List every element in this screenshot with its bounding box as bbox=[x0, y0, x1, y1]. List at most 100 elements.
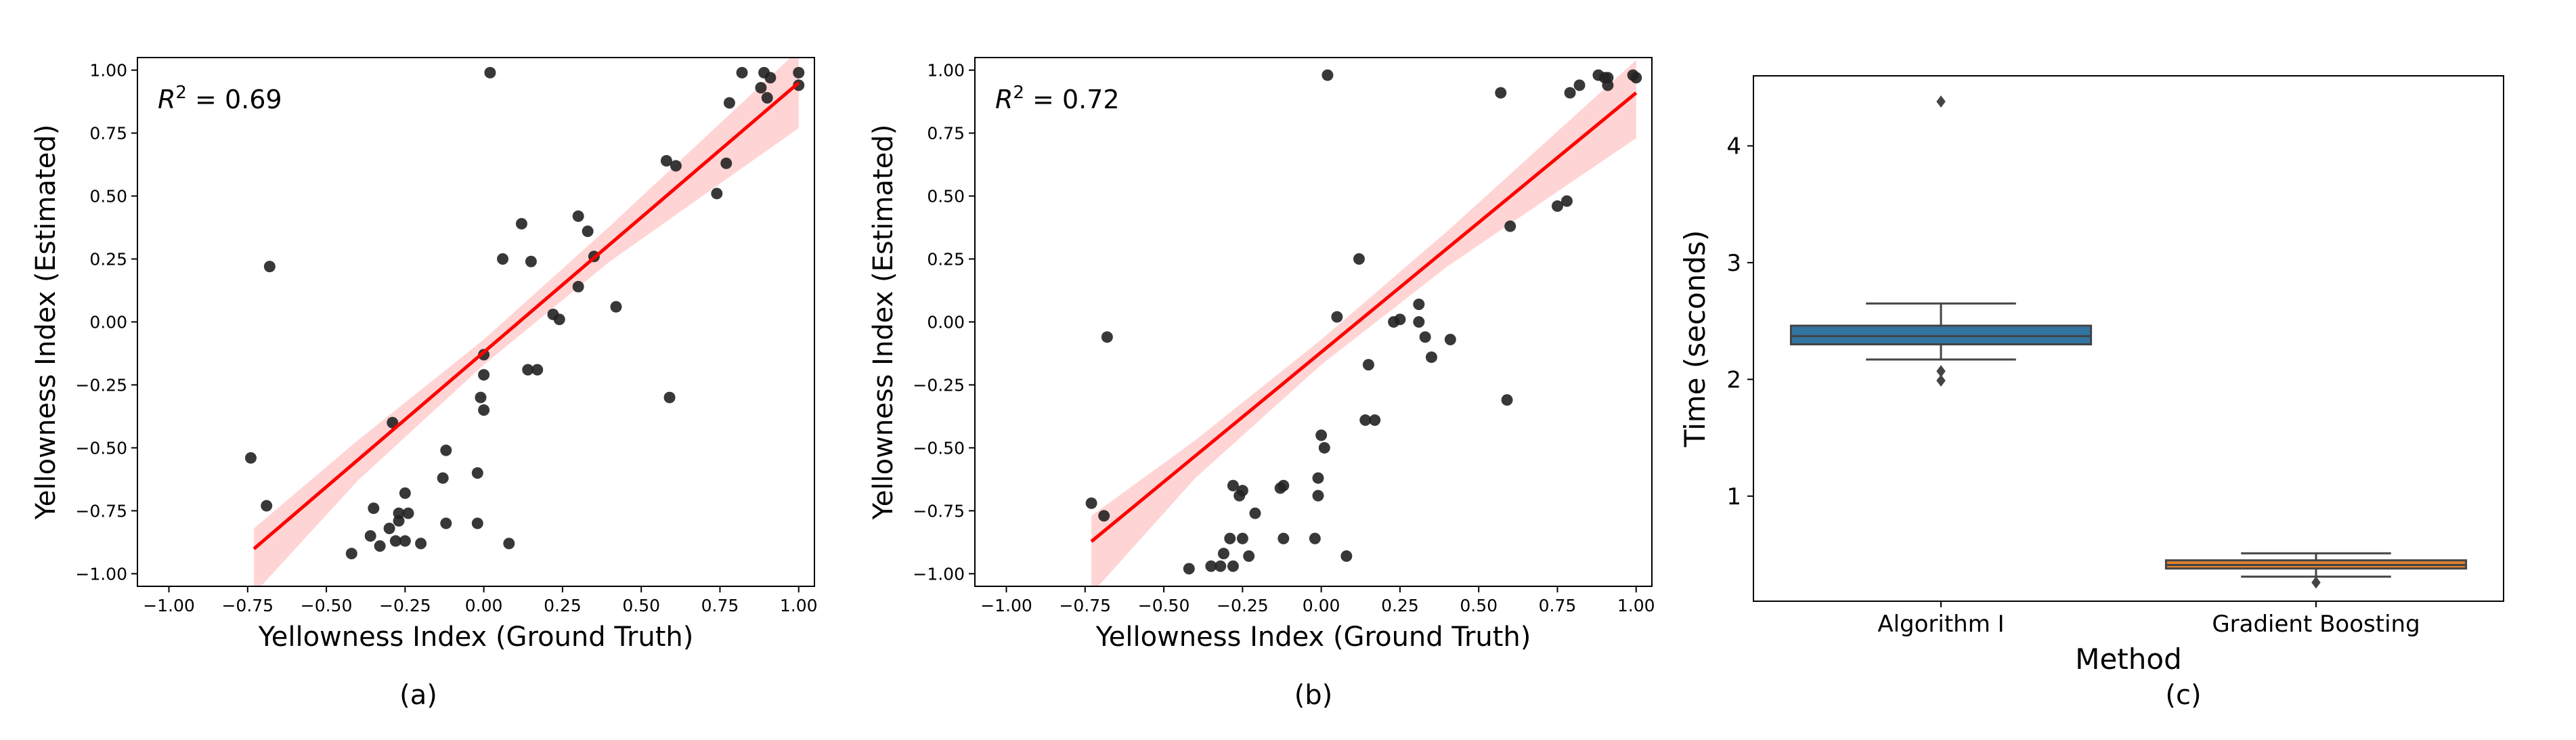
data-point bbox=[1388, 316, 1400, 328]
regression-line bbox=[253, 81, 800, 550]
data-point bbox=[1551, 200, 1563, 212]
data-point bbox=[711, 188, 723, 200]
y-tick-label: −0.75 bbox=[75, 501, 127, 521]
y-tick-label: −0.25 bbox=[913, 375, 965, 395]
data-point bbox=[1501, 394, 1513, 406]
data-point bbox=[399, 487, 411, 499]
outlier-point bbox=[1936, 95, 1946, 108]
data-point bbox=[1495, 87, 1507, 99]
data-point bbox=[1217, 548, 1229, 560]
data-point bbox=[793, 79, 805, 91]
r-value: = 0.72 bbox=[1024, 85, 1120, 114]
y-tick-label: 0.00 bbox=[927, 313, 965, 332]
data-point bbox=[1249, 507, 1261, 519]
x-tick-label: −1.00 bbox=[143, 596, 195, 615]
data-point bbox=[660, 154, 672, 167]
y-tick-label: 0.75 bbox=[927, 124, 965, 144]
x-tick-label: −0.50 bbox=[301, 596, 353, 615]
data-point bbox=[1085, 497, 1097, 509]
axes-frame bbox=[974, 57, 1653, 587]
y-tick-label: 4 bbox=[1726, 133, 1741, 160]
y-tick-label: 1 bbox=[1726, 483, 1741, 510]
data-point bbox=[1274, 482, 1286, 494]
data-point bbox=[572, 280, 584, 292]
data-point bbox=[670, 160, 682, 172]
y-tick-label: 0.25 bbox=[927, 250, 965, 269]
x-tick-label: 1.00 bbox=[1617, 596, 1655, 615]
data-point bbox=[1183, 563, 1195, 575]
data-point bbox=[471, 517, 483, 529]
r-squared-annotation: R2 = 0.72 bbox=[995, 83, 1120, 114]
data-point bbox=[764, 72, 777, 84]
data-point bbox=[1227, 479, 1239, 492]
r-symbol: R bbox=[995, 85, 1013, 114]
x-tick-label: 0.00 bbox=[1303, 596, 1340, 615]
data-point bbox=[720, 157, 733, 169]
confidence-band bbox=[1091, 60, 1636, 586]
r-exponent: 2 bbox=[175, 83, 187, 103]
r-exponent: 2 bbox=[1013, 83, 1024, 103]
data-point bbox=[1413, 298, 1425, 310]
data-point bbox=[1236, 532, 1248, 544]
data-point bbox=[515, 217, 527, 230]
confidence-band bbox=[254, 58, 799, 586]
y-tick-label: 0.00 bbox=[89, 313, 127, 332]
x-tick-label: −1.00 bbox=[980, 596, 1032, 615]
x-tick-label: −0.25 bbox=[1217, 596, 1269, 615]
outlier-point bbox=[2311, 576, 2321, 589]
data-point bbox=[345, 548, 357, 560]
scatter-panel-b: −1.00 −0.75 −0.50 −0.25 0.00 0.25 0.50 0.75 1.00… bbox=[868, 57, 1655, 711]
data-point bbox=[663, 391, 676, 404]
r-value: = 0.69 bbox=[187, 85, 282, 114]
y-axis-label: Yellowness Index (Estimated) bbox=[868, 125, 899, 521]
data-point bbox=[1564, 87, 1576, 99]
y-tick-label: 0.75 bbox=[89, 124, 127, 144]
data-point bbox=[1224, 532, 1236, 544]
data-point bbox=[1630, 72, 1642, 84]
data-point bbox=[374, 540, 386, 552]
y-tick-label: −1.00 bbox=[913, 564, 965, 584]
data-point bbox=[415, 538, 427, 550]
y-tick-label: 1.00 bbox=[89, 61, 127, 81]
data-point bbox=[393, 515, 405, 527]
data-point bbox=[475, 391, 487, 404]
data-point bbox=[1602, 79, 1614, 91]
x-tick-label: 0.25 bbox=[1381, 596, 1419, 615]
data-point bbox=[1560, 195, 1573, 207]
r-symbol: R bbox=[158, 85, 175, 114]
data-point bbox=[497, 253, 509, 265]
data-point bbox=[440, 517, 452, 529]
x-tick-label: −0.75 bbox=[221, 596, 274, 615]
x-tick-label: 0.50 bbox=[1460, 596, 1498, 615]
y-tick-label: −0.25 bbox=[75, 375, 127, 395]
data-point bbox=[1413, 316, 1425, 328]
data-point bbox=[582, 225, 594, 238]
data-point bbox=[399, 535, 411, 547]
r-squared-annotation: R2 = 0.69 bbox=[158, 83, 282, 114]
panel-label: (c) bbox=[2165, 680, 2201, 711]
x-tick-label: −0.25 bbox=[379, 596, 431, 615]
box-algorithm-i bbox=[1789, 95, 2093, 387]
data-point bbox=[478, 404, 490, 416]
data-point bbox=[522, 364, 534, 376]
x-tick-label: Gradient Boosting bbox=[2212, 611, 2420, 638]
data-point bbox=[736, 66, 748, 79]
data-point bbox=[437, 472, 449, 484]
x-axis-label: Yellowness Index (Ground Truth) bbox=[258, 622, 694, 653]
x-tick-label: 0.75 bbox=[1539, 596, 1577, 615]
x-tick-label: 1.00 bbox=[780, 596, 818, 615]
x-tick-label: 0.50 bbox=[622, 596, 660, 615]
data-point bbox=[387, 416, 399, 429]
data-point bbox=[793, 66, 805, 79]
data-point bbox=[1331, 311, 1343, 323]
y-tick-label: 0.50 bbox=[89, 187, 127, 206]
data-point bbox=[364, 530, 376, 542]
data-point bbox=[1573, 79, 1586, 91]
data-point bbox=[1215, 560, 1227, 572]
y-tick-label: 3 bbox=[1726, 250, 1741, 277]
data-point bbox=[1425, 351, 1437, 364]
data-point bbox=[389, 535, 401, 547]
x-tick-label: Algorithm I bbox=[1877, 611, 2004, 638]
